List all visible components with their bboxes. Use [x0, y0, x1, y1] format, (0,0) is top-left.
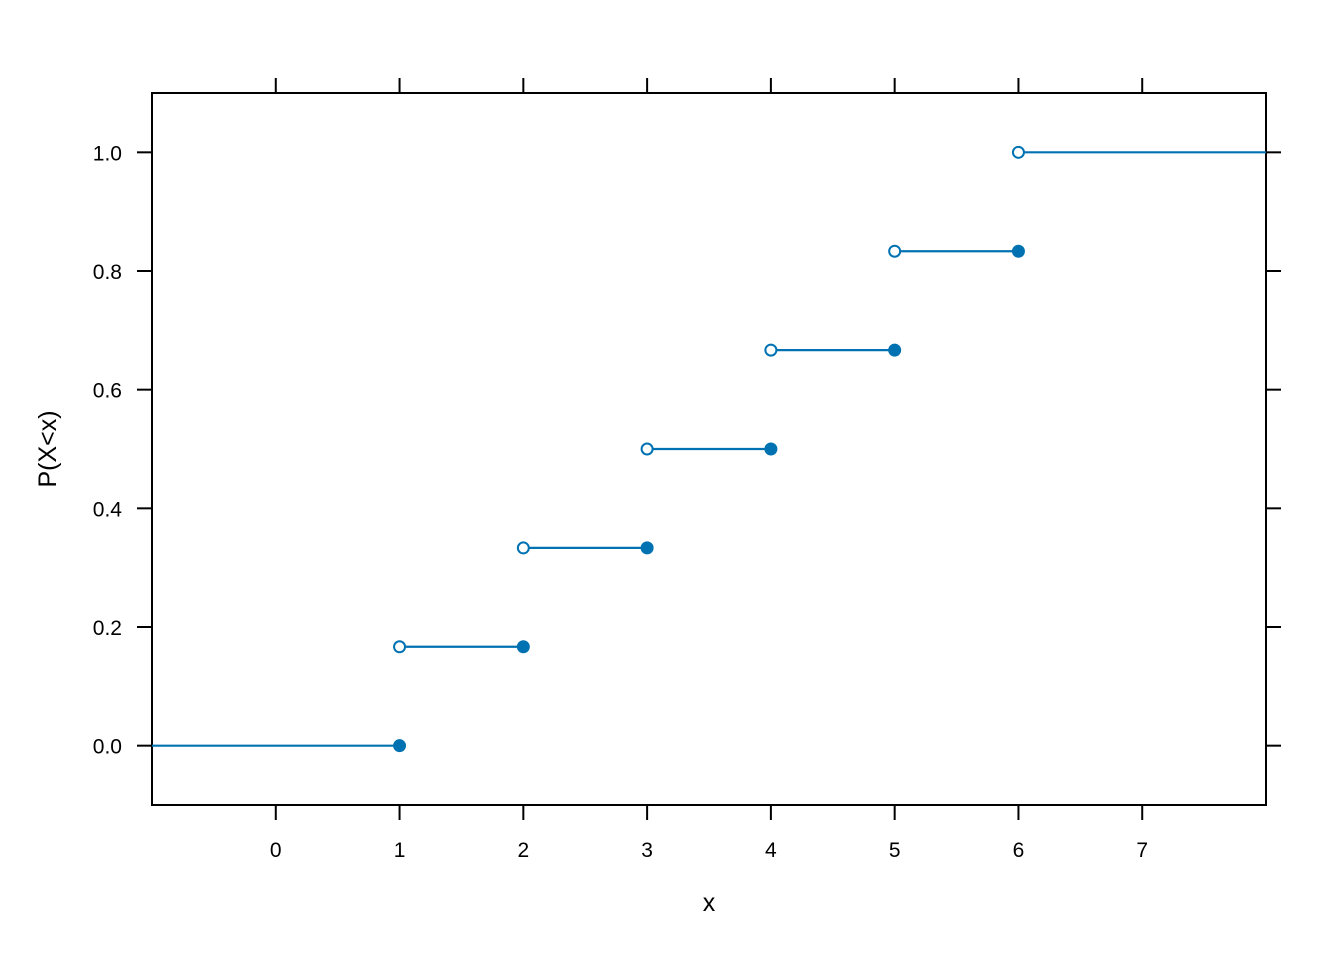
- y-tick-label: 0.4: [93, 498, 123, 521]
- closed-point-marker: [516, 640, 530, 654]
- open-point-marker: [516, 541, 530, 555]
- x-tick-label: 6: [1013, 839, 1025, 862]
- closed-point-marker: [888, 343, 902, 357]
- x-tick-label: 2: [517, 839, 529, 862]
- x-tick-label: 3: [641, 839, 653, 862]
- x-axis-title: x: [703, 889, 716, 917]
- x-tick-label: 4: [765, 839, 777, 862]
- y-tick-label: 0.8: [93, 261, 122, 284]
- segments-layer: [152, 151, 1266, 747]
- closed-point-marker: [640, 541, 654, 555]
- closed-point-marker: [393, 739, 407, 753]
- open-point-marker: [888, 244, 902, 258]
- plot-frame: [151, 92, 1267, 806]
- open-point-marker: [393, 640, 407, 654]
- x-tick-label: 0: [270, 839, 282, 862]
- x-tick-label: 7: [1136, 839, 1148, 862]
- points-layer: [393, 145, 1025, 753]
- open-point-marker: [1011, 145, 1025, 159]
- open-point-marker: [764, 343, 778, 357]
- closed-point-marker: [764, 442, 778, 456]
- x-tick-label: 5: [889, 839, 901, 862]
- y-axis-title: P(X<x): [34, 410, 62, 487]
- y-tick-label: 1.0: [93, 142, 122, 165]
- ticks-layer: 0 1 2 3 4 5 6 7 0.0 0.2 0.4 0.6 0.8 1.0: [93, 78, 1281, 862]
- y-tick-label: 0.0: [93, 736, 122, 759]
- y-tick-label: 0.6: [93, 380, 122, 403]
- closed-point-marker: [1011, 244, 1025, 258]
- open-point-marker: [640, 442, 654, 456]
- x-tick-label: 1: [394, 839, 406, 862]
- y-tick-label: 0.2: [93, 617, 122, 640]
